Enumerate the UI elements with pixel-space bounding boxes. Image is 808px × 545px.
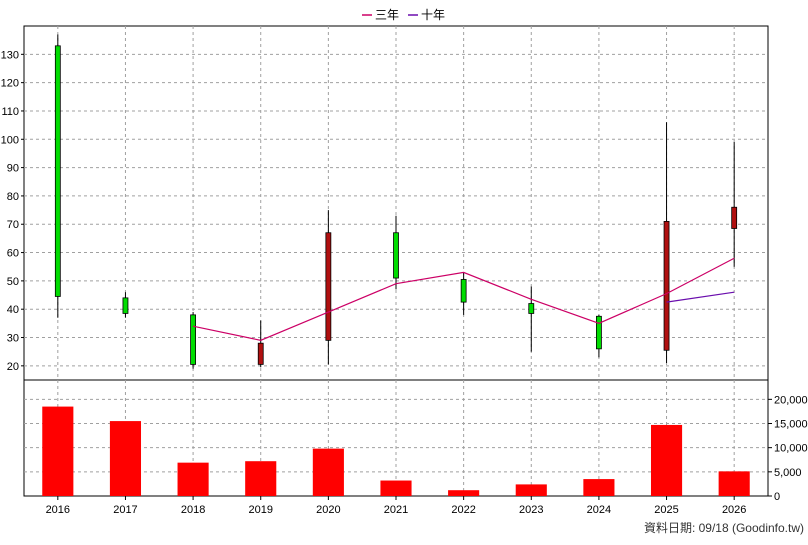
candle-body: [190, 314, 196, 365]
x-tick-label: 2025: [654, 504, 678, 516]
price-tick-label: 90: [7, 163, 19, 175]
candle-body: [54, 45, 61, 297]
average-lines: [192, 257, 735, 341]
volume-bar: [177, 462, 209, 496]
price-tick-label: 110: [1, 106, 19, 118]
volume-bar: [718, 471, 750, 496]
volume-grid: [24, 380, 768, 496]
candle-body: [393, 232, 399, 279]
x-tick-label: 2021: [384, 504, 408, 516]
price-tick-label: 20: [7, 361, 19, 373]
candle-body: [528, 303, 535, 314]
x-tick-label: 2026: [722, 504, 746, 516]
price-tick-label: 50: [7, 276, 19, 288]
candle-body: [460, 279, 467, 303]
price-grid: [24, 26, 768, 380]
price-tick-label: 30: [7, 333, 19, 345]
price-tick-label: 60: [7, 248, 19, 260]
volume-tick-label: 5,000: [774, 467, 802, 479]
volume-bars: [42, 406, 750, 496]
price-tick-label: 80: [7, 191, 19, 203]
price-tick-label: 40: [7, 304, 19, 316]
legend-label-10y: 十年: [421, 8, 445, 22]
volume-bar: [42, 406, 74, 496]
volume-tick-label: 20,000: [774, 394, 808, 406]
x-tick-label: 2022: [451, 504, 475, 516]
volume-bar: [109, 421, 142, 496]
candle-body: [596, 315, 602, 350]
candlesticks: [54, 34, 738, 369]
source-footer: 資料日期: 09/18 (Goodinfo.tw): [644, 521, 804, 535]
legend: 三年 十年: [362, 8, 445, 22]
candle-body: [731, 206, 738, 229]
volume-tick-label: 10,000: [774, 443, 808, 455]
x-tick-label: 2023: [519, 504, 543, 516]
x-tick-label: 2024: [587, 504, 611, 516]
x-tick-label: 2016: [46, 504, 70, 516]
volume-bar: [380, 480, 412, 496]
volume-axis: 0 5,000 10,000 15,000 20,000: [768, 394, 808, 503]
volume-bar: [650, 424, 683, 496]
x-tick-label: 2020: [316, 504, 340, 516]
price-tick-label: 70: [7, 219, 19, 231]
volume-bar: [312, 448, 344, 496]
series-line-3y: [192, 257, 735, 341]
volume-bar: [448, 490, 480, 496]
price-tick-label: 130: [1, 49, 19, 61]
candle-body: [325, 232, 332, 341]
volume-tick-label: 0: [774, 491, 780, 503]
volume-tick-label: 15,000: [774, 419, 808, 431]
x-tick-label: 2018: [181, 504, 205, 516]
legend-label-3y: 三年: [375, 8, 399, 22]
price-tick-label: 100: [1, 134, 19, 146]
volume-bar: [515, 484, 547, 496]
x-axis: 2016 2017 2018 2019 2020 2021 2022 2023 2024 2025…: [46, 496, 746, 516]
series-line-10y: [666, 291, 735, 303]
volume-bar: [583, 479, 615, 496]
price-axis: 20 30 40 50 60 70 80 90 100 110 120 130: [1, 49, 24, 373]
volume-bar: [245, 461, 277, 496]
candle-body: [122, 297, 129, 314]
price-tick-label: 120: [1, 78, 19, 90]
candle-body: [663, 221, 670, 351]
candle-body: [257, 342, 264, 365]
x-tick-label: 2017: [113, 504, 137, 516]
x-tick-label: 2019: [248, 504, 272, 516]
